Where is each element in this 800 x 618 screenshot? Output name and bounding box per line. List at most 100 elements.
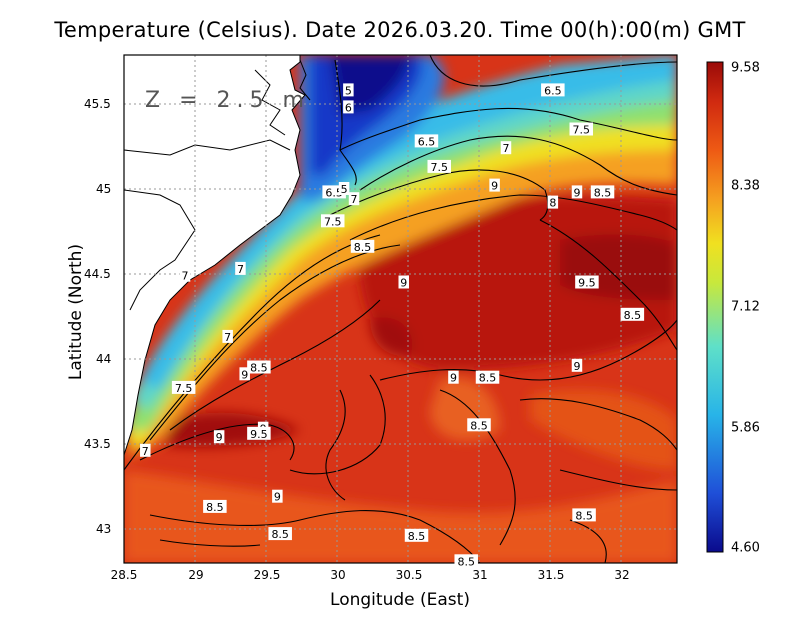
contour-label: 9 [448, 370, 459, 385]
contour-label: 9 [272, 489, 283, 504]
svg-text:6.5: 6.5 [544, 84, 562, 97]
contour-label: 5 [343, 83, 354, 97]
svg-text:7: 7 [502, 142, 509, 155]
svg-text:9: 9 [573, 186, 580, 199]
colorbar-tick-label: 5.86 [731, 420, 760, 436]
svg-text:7: 7 [351, 193, 358, 206]
contour-label: 8.5 [247, 360, 271, 375]
contour-label: 9.5 [575, 275, 599, 290]
svg-text:7: 7 [224, 331, 231, 344]
svg-text:6.5: 6.5 [325, 186, 343, 199]
y-tick-label: 43 [96, 522, 112, 536]
svg-text:8.5: 8.5 [470, 419, 488, 432]
colorbar-tick-label: 4.60 [731, 540, 760, 556]
svg-text:7: 7 [237, 263, 244, 276]
svg-text:9: 9 [491, 180, 498, 193]
svg-text:8.5: 8.5 [250, 362, 268, 375]
svg-text:9.5: 9.5 [578, 277, 596, 290]
contour-label: 6.5 [541, 83, 565, 97]
svg-text:8.5: 8.5 [271, 528, 289, 541]
svg-text:7.5: 7.5 [175, 382, 193, 395]
contour-label: 8.5 [404, 528, 429, 543]
x-tick-label: 30 [330, 568, 346, 582]
contour-label: 7.5 [320, 214, 345, 228]
colorbar-tick-label: 8.38 [731, 178, 760, 194]
y-tick-label: 45.5 [84, 97, 111, 111]
contour-label: 7 [179, 268, 191, 283]
colorbar-tick-label: 7.12 [731, 299, 760, 315]
x-tick-label: 31.5 [537, 568, 565, 582]
gridlines [124, 55, 677, 563]
depth-label: Z = 2.5 m [145, 88, 310, 113]
contour-label: 9.5 [247, 426, 271, 441]
contour-label: 7 [222, 329, 233, 344]
svg-text:6.5: 6.5 [418, 135, 436, 148]
svg-text:9: 9 [400, 277, 407, 290]
contour-label: 8.5 [203, 499, 227, 514]
contour-label: 8.5 [268, 527, 292, 541]
contour-label: 7 [348, 192, 360, 206]
contour-lines [124, 55, 677, 563]
contour-label: 7 [235, 261, 246, 276]
svg-text:5: 5 [341, 183, 348, 196]
contour-label: 7.5 [569, 122, 593, 137]
contour-label: 9 [239, 367, 250, 381]
svg-text:8.5: 8.5 [206, 501, 224, 514]
svg-text:7: 7 [142, 445, 149, 458]
svg-text:8.5: 8.5 [354, 241, 372, 254]
svg-text:5: 5 [345, 84, 352, 97]
contour-label: 8.5 [454, 554, 478, 568]
contour-label: 9 [398, 275, 409, 290]
svg-text:9: 9 [573, 360, 580, 373]
svg-text:8.5: 8.5 [624, 309, 642, 322]
contour-label: 7.5 [427, 159, 451, 174]
x-axis-label: Longitude (East) [330, 590, 470, 610]
contour-label: 6 [343, 100, 354, 114]
contour-label: 7 [140, 443, 151, 458]
contour-label: 7.5 [171, 380, 196, 395]
y-axis-label: Latitude (North) [66, 243, 86, 381]
svg-text:7.5: 7.5 [324, 215, 342, 228]
y-tick-label: 44 [96, 352, 112, 366]
x-tick-label: 29.5 [253, 568, 281, 582]
svg-text:8.5: 8.5 [408, 530, 426, 543]
contour-label: 9 [571, 358, 583, 373]
map-field [124, 55, 677, 563]
contour-label: 9 [213, 430, 225, 444]
contour-label: 8.5 [350, 239, 375, 254]
svg-text:7.5: 7.5 [430, 161, 448, 174]
svg-text:9: 9 [450, 372, 457, 385]
y-tick-label: 44.5 [84, 267, 111, 281]
svg-text:7.5: 7.5 [572, 124, 590, 137]
contour-label: 9 [489, 178, 500, 193]
contour-label: 7 [500, 141, 512, 155]
y-tick-label: 43.5 [84, 437, 111, 451]
contour-label: 8.5 [572, 508, 596, 522]
contour-label: 6.5 [414, 134, 439, 148]
contour-label: 8.5 [475, 370, 500, 385]
contour-label: 9 [571, 185, 583, 199]
svg-text:6: 6 [345, 101, 352, 114]
colorbar-tick-label: 9.58 [731, 60, 760, 76]
svg-text:9: 9 [274, 491, 281, 504]
contour-label: 8.5 [590, 185, 615, 199]
svg-text:8.5: 8.5 [594, 186, 612, 199]
svg-text:9.5: 9.5 [250, 428, 268, 441]
svg-text:9: 9 [216, 431, 223, 444]
svg-text:8.5: 8.5 [479, 372, 497, 385]
svg-text:8.5: 8.5 [457, 555, 475, 568]
map-title: Temperature (Celsius). Date 2026.03.20. … [54, 18, 746, 42]
x-tick-label: 31 [472, 568, 488, 582]
contour-label: 8.5 [467, 418, 491, 432]
contour-label: 5 [338, 182, 350, 196]
contour-label: 8.5 [620, 307, 645, 322]
contour-label: 8 [547, 195, 559, 210]
plot-frame [123, 54, 678, 564]
svg-text:7: 7 [182, 270, 189, 283]
x-tick-label: 28.5 [110, 568, 138, 582]
colorbar [706, 61, 724, 553]
x-tick-label: 29 [188, 568, 204, 582]
svg-text:9: 9 [241, 368, 248, 381]
